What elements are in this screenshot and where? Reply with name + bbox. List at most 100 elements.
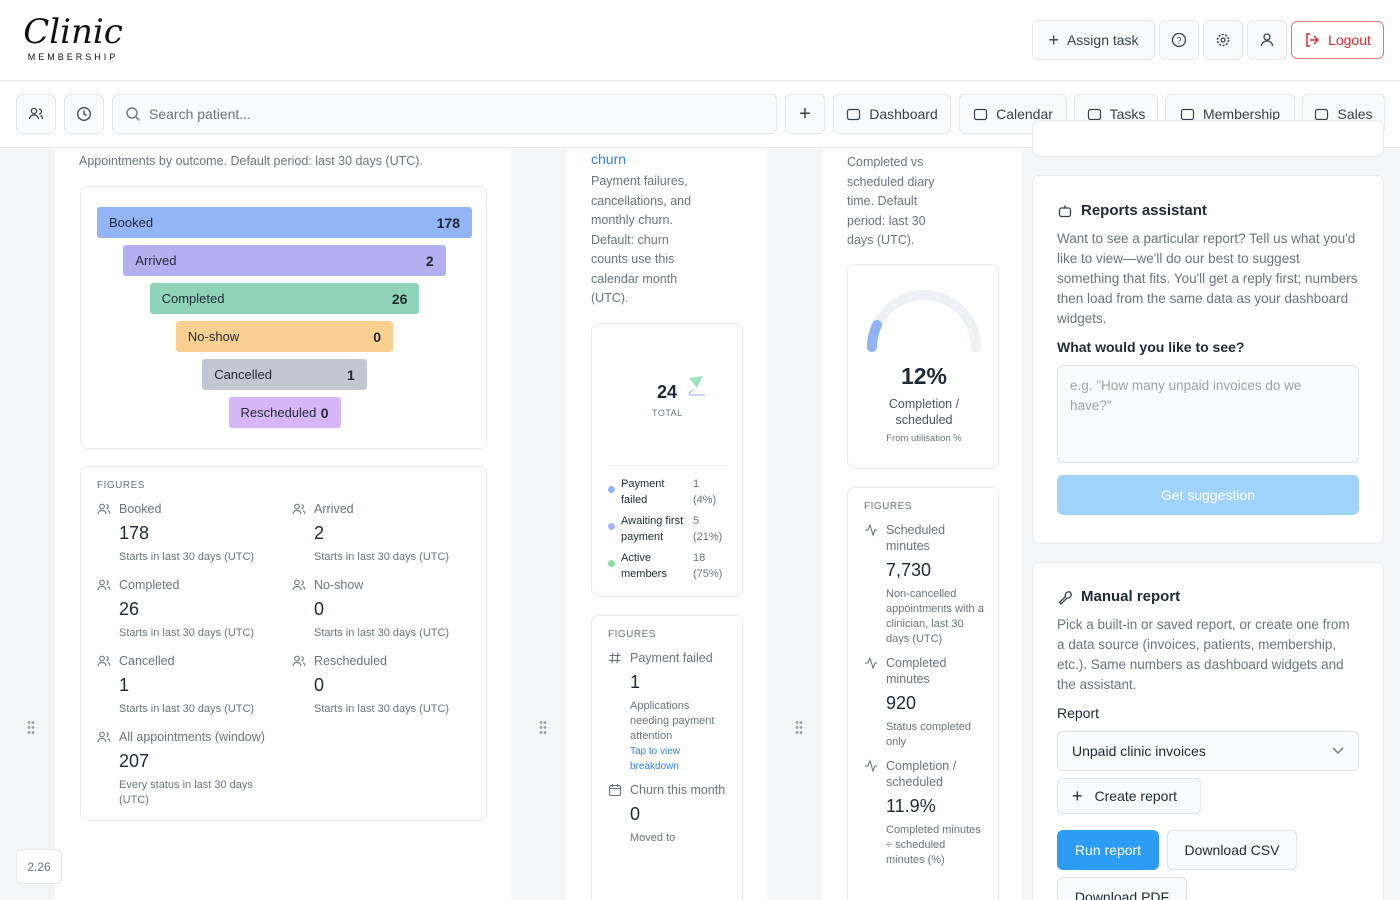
- create-report-label: Create report: [1094, 788, 1177, 804]
- gauge-note: From utilisation %: [886, 433, 962, 444]
- logo-title: Clinic: [23, 12, 123, 52]
- add-button[interactable]: +: [785, 94, 825, 134]
- legend-label: Awaiting first payment: [621, 515, 684, 543]
- figure-value: 1: [119, 675, 130, 695]
- figure-head: Arrived: [292, 501, 482, 517]
- figure-head: Booked: [97, 501, 287, 517]
- figure-value: 0: [314, 675, 325, 695]
- figure-body: 0 Moved to: [608, 804, 728, 846]
- churn-summary-card: 24 TOTAL Payment failed 1 (4%) Awaiting fir…: [591, 323, 743, 597]
- manual-body: Pick a built-in or saved report, or crea…: [1057, 617, 1350, 692]
- version-label: 2.26: [27, 859, 51, 874]
- figure-label: All appointments (window): [119, 730, 265, 744]
- legend-share: (21%): [693, 531, 723, 543]
- manual-title: Manual report: [1081, 588, 1181, 605]
- download-pdf-label: Download PDF: [1074, 889, 1170, 900]
- legend-dot: [608, 523, 615, 530]
- figure-value: 0: [314, 599, 325, 619]
- figure-note: Non-cancelled appointments with a clinic…: [886, 588, 984, 645]
- gauge-card: 12% Completion / scheduled From utilisat…: [847, 264, 999, 469]
- figure-item: Churn this month 0 Moved to: [608, 782, 728, 846]
- search-input[interactable]: Search patient...: [112, 94, 777, 134]
- figure-label: Completed minutes: [886, 656, 947, 686]
- figure-note: Completed minutes ÷ scheduled minutes (%…: [886, 824, 981, 866]
- legend-value: 1 (4%): [693, 476, 716, 508]
- figures-heading: FIGURES: [864, 501, 912, 512]
- user-button[interactable]: [1247, 20, 1287, 60]
- churn-figures-card: FIGURES Payment failed 1 Applications need…: [591, 615, 743, 900]
- manual-report-card: Manual report Pick a built-in or saved r…: [1032, 562, 1384, 900]
- download-pdf-button[interactable]: Download PDF: [1057, 877, 1187, 900]
- figure-item: Arrived 2 Starts in last 30 days (UTC): [292, 501, 482, 565]
- figure-note: Starts in last 30 days (UTC): [314, 703, 450, 715]
- assistant-question: What would you like to see?: [1057, 339, 1245, 355]
- figure-head: Churn this month: [608, 782, 728, 798]
- figure-label: Completion / scheduled: [886, 759, 957, 789]
- funnel-stage: No-show 0: [175, 321, 394, 352]
- assign-task-button[interactable]: + Assign task: [1032, 20, 1155, 60]
- legend-count: 18: [693, 552, 706, 564]
- legend-item: Awaiting first payment 5 (21%): [608, 513, 728, 545]
- figure-head: Completed: [97, 577, 287, 593]
- figure-value: 26: [119, 599, 140, 619]
- figure-item: Completed 26 Starts in last 30 days (UTC): [97, 577, 287, 641]
- funnel-value: 26: [391, 290, 408, 307]
- patients-button[interactable]: [16, 94, 56, 134]
- assistant-textarea[interactable]: e.g. "How many unpaid invoices do we hav…: [1057, 365, 1359, 463]
- breakdown-link[interactable]: Tap to view breakdown: [630, 746, 681, 772]
- nav-button[interactable]: Dashboard: [833, 94, 951, 134]
- figure-note: Starts in last 30 days (UTC): [314, 551, 450, 563]
- settings-button[interactable]: [1203, 20, 1243, 60]
- report-select[interactable]: Unpaid clinic invoices: [1057, 731, 1359, 771]
- figure-value: 920: [886, 693, 917, 713]
- nav-label: Membership: [1202, 106, 1281, 122]
- create-report-button[interactable]: + Create report: [1057, 778, 1201, 814]
- churn-total-label: TOTAL: [652, 408, 683, 418]
- run-report-button[interactable]: Run report: [1057, 830, 1159, 870]
- figure-note: Starts in last 30 days (UTC): [119, 551, 255, 563]
- funnel-stage: Completed 26: [149, 283, 420, 314]
- legend-label: Active members: [621, 552, 667, 580]
- churn-title: churn: [591, 151, 627, 167]
- figure-note: Starts in last 30 days (UTC): [119, 703, 255, 715]
- download-csv-button[interactable]: Download CSV: [1167, 830, 1297, 870]
- figure-value: 0: [630, 804, 641, 824]
- legend-share: (4%): [693, 494, 717, 506]
- gauge-label: Completion / scheduled: [888, 397, 960, 427]
- help-button[interactable]: ?: [1159, 20, 1199, 60]
- drag-handle[interactable]: [795, 720, 803, 734]
- drag-handle[interactable]: [27, 720, 35, 734]
- figures-list: Payment failed 1 Applications needing paym…: [608, 650, 726, 846]
- churn-total: 24: [657, 382, 678, 402]
- figure-body: 26 Starts in last 30 days (UTC): [97, 599, 287, 641]
- figure-note: Status completed only: [886, 721, 971, 748]
- figure-value: 1: [630, 672, 641, 692]
- figure-body: 0 Starts in last 30 days (UTC): [292, 599, 482, 641]
- nav-label: Calendar: [996, 106, 1053, 122]
- figure-head: No-show: [292, 577, 482, 593]
- report-label: Report: [1057, 705, 1100, 721]
- figure-label: Scheduled minutes: [886, 523, 946, 553]
- figure-value: 7,730: [886, 560, 932, 580]
- figure-item: Payment failed 1 Applications needing paym…: [608, 650, 728, 774]
- figure-value: 2: [314, 523, 325, 543]
- funnel-label: Cancelled: [214, 367, 273, 382]
- header: Clinic MEMBERSHIP + Assign task ? Logout: [0, 0, 1400, 81]
- figure-body: 11.9% Completed minutes ÷ scheduled minut…: [864, 796, 984, 868]
- figures-heading: FIGURES: [608, 629, 656, 640]
- figure-head: Scheduled minutes: [864, 522, 984, 554]
- figure-item: Booked 178 Starts in last 30 days (UTC): [97, 501, 287, 565]
- logout-button[interactable]: Logout: [1291, 21, 1384, 59]
- drag-handle[interactable]: [539, 720, 547, 734]
- funnel-stage: Cancelled 1: [202, 359, 367, 390]
- figure-value: 11.9%: [886, 796, 936, 816]
- history-button[interactable]: [64, 94, 104, 134]
- suggestion-button[interactable]: Get suggestion: [1057, 475, 1359, 515]
- suggestion-label: Get suggestion: [1160, 487, 1256, 503]
- figure-head: All appointments (window): [97, 729, 272, 745]
- funnel-stage: Arrived 2: [123, 245, 446, 276]
- legend-value: 18 (75%): [693, 550, 722, 582]
- figure-label: Booked: [119, 502, 162, 516]
